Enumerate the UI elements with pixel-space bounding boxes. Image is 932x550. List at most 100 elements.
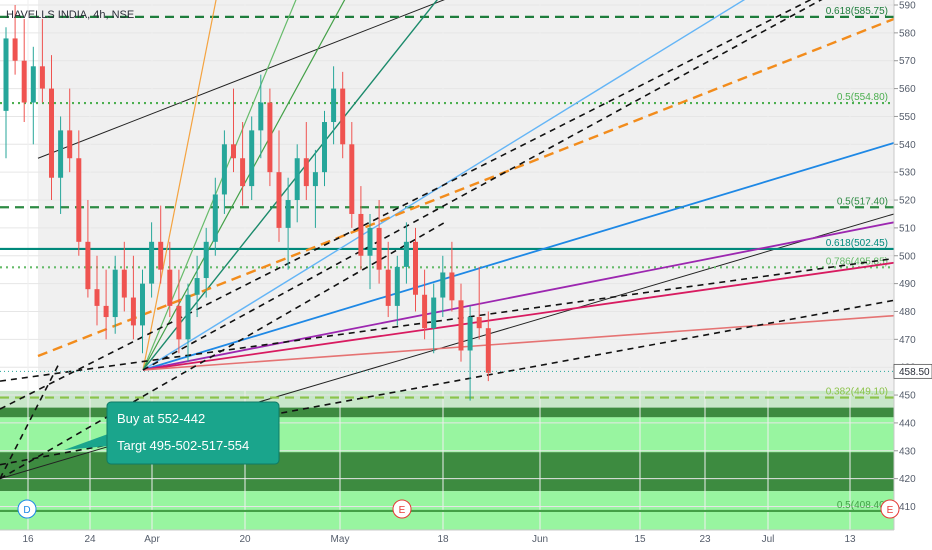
candle-body xyxy=(258,102,264,131)
candle-body xyxy=(303,158,309,187)
y-tick-label: 440 xyxy=(899,418,916,429)
candle-body xyxy=(449,272,455,301)
annotations: D E E Buy at 552-442 Targt 495-502-517-554 xyxy=(17,401,900,519)
x-tick-label: 18 xyxy=(437,534,449,545)
candle-body xyxy=(458,300,464,351)
annotation-line-1: Targt 495-502-517-554 xyxy=(117,438,249,453)
candle-body xyxy=(485,328,491,373)
projection-area xyxy=(38,0,894,398)
chart-title: HAVELLS INDIA, 4h, NSE xyxy=(6,9,134,21)
annotation-box xyxy=(106,401,280,465)
y-tick-label: 410 xyxy=(899,502,916,513)
x-tick-label: Jun xyxy=(532,534,548,545)
last-price-tag xyxy=(893,363,932,379)
candle-body xyxy=(385,269,391,306)
y-tick-label: 540 xyxy=(899,140,916,151)
fib-label-1: 0.5(554.80) xyxy=(837,92,888,103)
candle-body xyxy=(267,102,273,173)
candle-body xyxy=(394,266,400,306)
candle-body xyxy=(194,278,200,295)
band-dark-1 xyxy=(0,407,894,418)
fan-line-3 xyxy=(142,0,438,371)
candle-body xyxy=(340,88,346,145)
candle-body xyxy=(285,200,291,228)
candle-body xyxy=(413,241,418,295)
y-tick-label: 580 xyxy=(899,28,916,39)
x-tick-label: Apr xyxy=(144,534,160,545)
candle-body xyxy=(130,297,136,326)
x-tick-label: May xyxy=(331,534,350,545)
fan-line-4 xyxy=(142,0,746,371)
candle-body xyxy=(349,144,355,214)
candles xyxy=(3,5,491,401)
fan-line-0 xyxy=(142,0,217,371)
buy-annotation: Buy at 552-442 Targt 495-502-517-554 xyxy=(64,401,280,465)
candle-body xyxy=(185,294,191,340)
event-marker xyxy=(17,499,37,519)
candle-body xyxy=(149,241,155,284)
y-tick-label: 560 xyxy=(899,84,916,95)
y-tick-label: 550 xyxy=(899,112,916,123)
fib-label-4: 0.786(495.85) xyxy=(826,256,888,267)
y-tick-label: 520 xyxy=(899,196,916,207)
candle-body xyxy=(30,66,36,103)
fib-label-6: 0.5(408.40) xyxy=(837,500,888,511)
event-marker-label: D xyxy=(23,505,30,516)
fan-line-5 xyxy=(142,142,895,371)
candle-body xyxy=(367,227,373,256)
annotation-line-0: Buy at 552-442 xyxy=(117,411,205,426)
candle-body xyxy=(322,122,327,173)
candle-body xyxy=(3,38,9,111)
fan-line-7 xyxy=(142,261,895,371)
black-dashed-line-3 xyxy=(0,299,895,466)
gann-fan-lines xyxy=(0,0,895,480)
fan-line-8 xyxy=(142,314,895,371)
candle-body xyxy=(121,269,127,298)
fan-line-1 xyxy=(142,0,297,371)
candle-body xyxy=(312,172,318,187)
event-marker-label: E xyxy=(887,505,894,516)
candle-body xyxy=(140,283,145,326)
y-tick-label: 450 xyxy=(899,391,916,402)
y-tick-label: 490 xyxy=(899,279,916,290)
candle-body xyxy=(358,213,364,256)
y-tick-label: 570 xyxy=(899,56,916,67)
event-marker xyxy=(392,499,412,519)
candle-body xyxy=(103,305,109,318)
candle-body xyxy=(221,144,227,195)
x-tick-label: 15 xyxy=(634,534,646,545)
y-tick-label: 470 xyxy=(899,335,916,346)
y-tick-label: 430 xyxy=(899,446,916,457)
fib-label-0: 0.618(585.75) xyxy=(826,6,888,17)
x-tick-label: 23 xyxy=(699,534,711,545)
last-price-label: 458.50 xyxy=(899,367,930,378)
candle-body xyxy=(467,317,473,351)
x-tick-label: 13 xyxy=(844,534,856,545)
price-axis xyxy=(894,0,932,550)
candle-body xyxy=(76,158,82,242)
y-tick-label: 420 xyxy=(899,474,916,485)
orange-dashed-line xyxy=(37,17,895,358)
y-tick-label: 590 xyxy=(899,1,916,12)
fib-levels: 0.618(585.75) 0.5(554.80) 0.5(517.40) 0.618… xyxy=(0,6,894,513)
candle-body xyxy=(331,88,337,123)
time-axis xyxy=(0,530,932,550)
candle-body xyxy=(276,172,282,228)
x-tick-label: 20 xyxy=(239,534,251,545)
candle-body xyxy=(158,241,164,270)
candle-body xyxy=(67,130,73,159)
y-tick-label: 500 xyxy=(899,251,916,262)
fib-label-3: 0.618(502.45) xyxy=(826,238,888,249)
candle-body xyxy=(203,241,209,279)
fan-line-6 xyxy=(142,221,895,371)
y-tick-label: 530 xyxy=(899,168,916,179)
annotation-pointer xyxy=(64,434,108,450)
channel-upper-line xyxy=(37,0,445,159)
x-tick-label: 16 xyxy=(22,534,34,545)
candle-body xyxy=(376,227,382,270)
candle-body xyxy=(231,144,236,159)
candle-body xyxy=(85,241,91,290)
